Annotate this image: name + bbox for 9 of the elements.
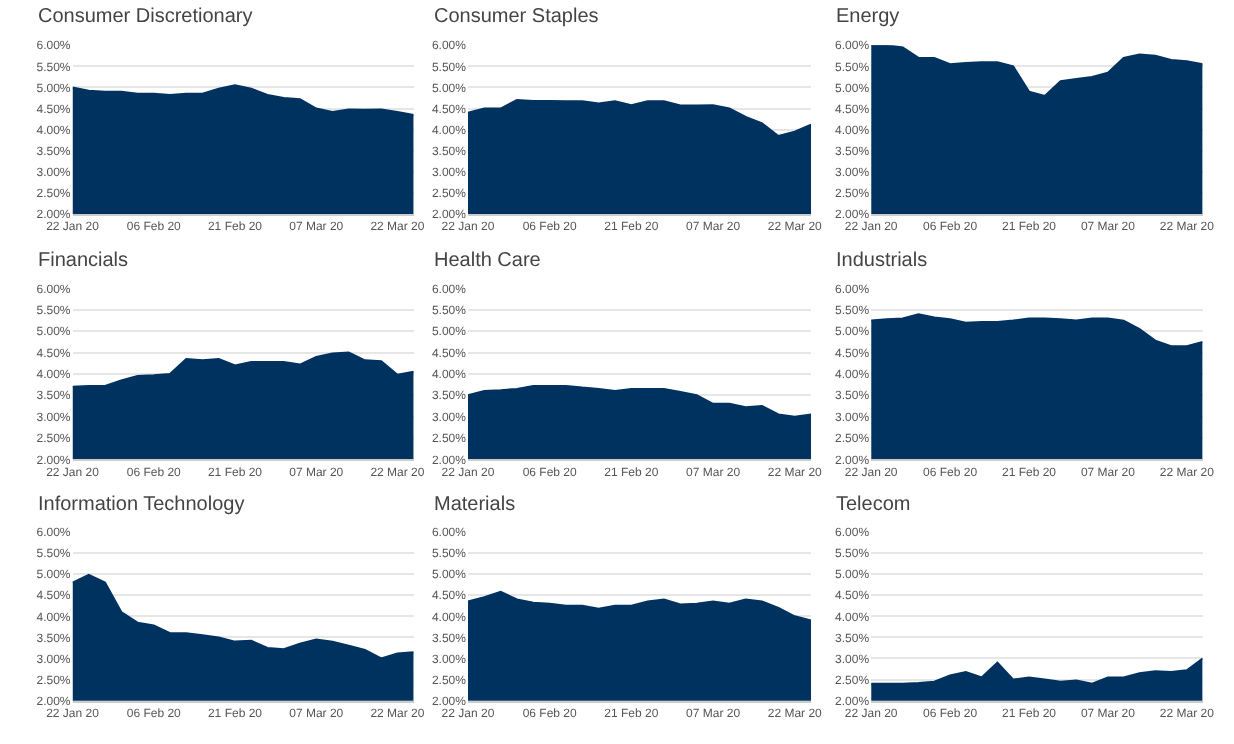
chart-title: Health Care [434, 250, 542, 272]
chart-title: Consumer Staples [434, 6, 599, 28]
chart-title: Consumer Discretionary [38, 6, 253, 28]
chart-title: Industrials [836, 250, 928, 272]
chart-title: Financials [38, 250, 129, 272]
chart-title: Telecom [836, 494, 911, 516]
chart-title: Energy [836, 6, 900, 28]
chart-title: Materials [434, 494, 516, 516]
chart-title: Information Technology [38, 494, 245, 516]
